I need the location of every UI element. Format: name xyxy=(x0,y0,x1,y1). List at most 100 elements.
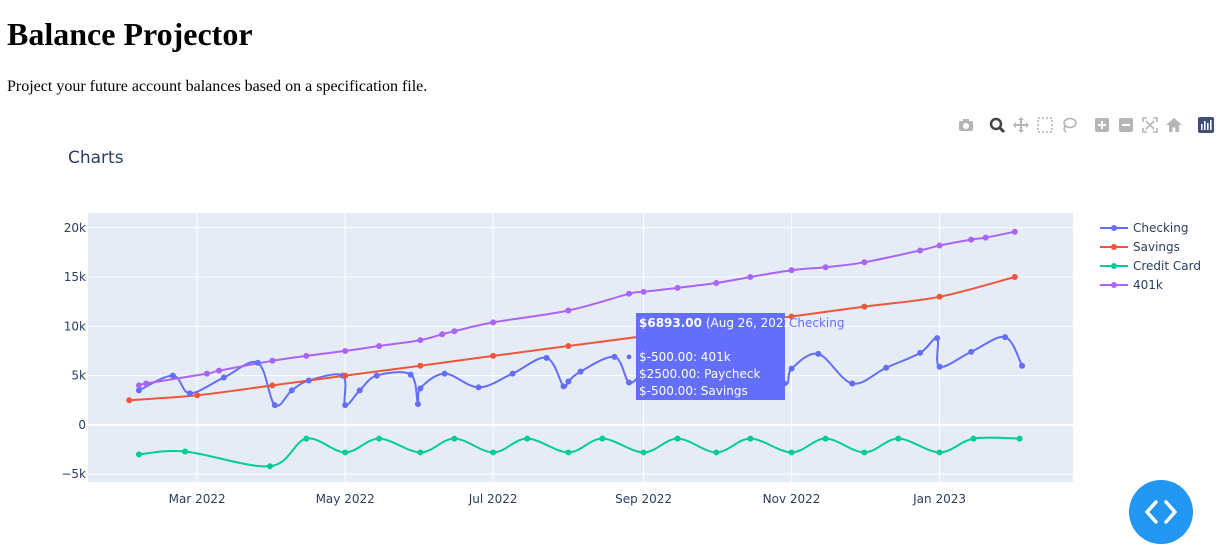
data-point-credit-card xyxy=(674,435,681,442)
hover-box xyxy=(636,313,785,400)
data-point-checking xyxy=(417,385,424,392)
data-point-checking xyxy=(342,402,349,409)
data-point-checking xyxy=(626,379,633,386)
y-tick-label: −5k xyxy=(61,467,86,481)
data-point-checking xyxy=(611,353,618,360)
data-point-savings xyxy=(1011,274,1018,281)
data-point-checking xyxy=(883,364,890,371)
data-point-401k xyxy=(861,259,868,266)
data-point-401k xyxy=(968,236,975,243)
data-point-checking xyxy=(577,368,584,375)
reset-axes-icon[interactable] xyxy=(1165,116,1183,134)
legend-item[interactable]: Credit Card xyxy=(1100,259,1201,273)
data-point-checking xyxy=(441,370,448,377)
legend-item[interactable]: Checking xyxy=(1100,221,1188,235)
plotly-logo-icon[interactable] xyxy=(1197,116,1215,134)
data-point-401k xyxy=(747,274,754,281)
zoom-out-icon[interactable] xyxy=(1117,116,1135,134)
legend-swatch-marker xyxy=(1111,225,1117,231)
data-point-credit-card xyxy=(861,449,868,456)
x-tick-label: Mar 2022 xyxy=(169,492,226,506)
hover-line: $-500.00: Savings xyxy=(639,384,748,398)
data-point-checking xyxy=(220,374,227,381)
data-point-401k xyxy=(342,347,349,354)
data-point-savings xyxy=(126,397,133,404)
hover-date: (Aug 26, 2022) xyxy=(702,316,796,330)
legend-swatch-marker xyxy=(1111,244,1117,250)
x-tick-label: Jan 2023 xyxy=(912,492,966,506)
autoscale-icon[interactable] xyxy=(1141,116,1159,134)
data-point-401k xyxy=(565,307,572,314)
data-point-checking xyxy=(560,383,567,390)
legend-label: 401k xyxy=(1133,278,1163,292)
zoom-in-icon[interactable] xyxy=(1093,116,1111,134)
hover-line: $-500.00: 401k xyxy=(639,350,731,364)
data-point-checking xyxy=(1019,362,1026,369)
hover-point xyxy=(625,353,633,361)
data-point-401k xyxy=(640,288,647,295)
chart-title: Charts xyxy=(68,148,124,168)
data-point-checking xyxy=(288,387,295,394)
data-point-checking xyxy=(788,365,795,372)
data-point-checking xyxy=(414,401,421,408)
x-tick-label: May 2022 xyxy=(316,492,375,506)
legend-label: Savings xyxy=(1133,240,1180,254)
data-point-401k xyxy=(982,234,989,241)
series-points xyxy=(126,228,1026,470)
plot-area[interactable] xyxy=(88,213,1073,482)
legend-swatch-marker xyxy=(1111,282,1117,288)
x-axis: Mar 2022 May 2022 Jul 2022 Sep 2022 Nov 2022… xyxy=(169,492,966,506)
data-point-credit-card xyxy=(822,435,829,442)
data-point-401k xyxy=(269,357,276,364)
data-point-credit-card xyxy=(376,435,383,442)
camera-icon[interactable] xyxy=(957,116,975,134)
box-select-icon[interactable] xyxy=(1036,116,1054,134)
data-point-401k xyxy=(1011,228,1018,235)
data-point-credit-card xyxy=(417,449,424,456)
data-point-checking xyxy=(169,372,176,379)
legend-item[interactable]: 401k xyxy=(1100,278,1163,292)
data-point-401k xyxy=(376,343,383,350)
data-point-401k xyxy=(713,279,720,286)
hover-series-name: Checking xyxy=(789,316,844,330)
data-point-savings xyxy=(269,382,276,389)
data-point-checking xyxy=(254,359,261,366)
data-point-401k xyxy=(490,319,497,326)
data-point-savings xyxy=(565,343,572,350)
data-point-401k xyxy=(451,328,458,335)
data-point-credit-card xyxy=(303,435,310,442)
data-point-401k xyxy=(788,267,795,274)
data-point-checking xyxy=(917,349,924,356)
data-point-credit-card xyxy=(524,435,531,442)
x-tick-label: Sep 2022 xyxy=(615,492,672,506)
data-point-checking xyxy=(849,380,856,387)
data-point-401k xyxy=(303,352,310,359)
line-chart: Charts Mar 2022 May 2022 Jul 2022 Sep 2022 N… xyxy=(61,148,1201,506)
series-line-401k xyxy=(137,230,1015,387)
data-point-401k xyxy=(135,382,142,389)
zoom-icon[interactable] xyxy=(988,116,1006,134)
lasso-icon[interactable] xyxy=(1060,116,1078,134)
data-point-credit-card xyxy=(895,435,902,442)
y-tick-label: 10k xyxy=(64,319,86,333)
data-point-credit-card xyxy=(342,449,349,456)
data-point-401k xyxy=(917,247,924,254)
data-point-savings xyxy=(194,392,201,399)
view-code-button[interactable] xyxy=(1129,480,1193,544)
data-point-401k xyxy=(203,370,210,377)
data-point-credit-card xyxy=(182,448,189,455)
pan-icon[interactable] xyxy=(1012,116,1030,134)
code-brackets-icon xyxy=(1145,500,1177,524)
data-point-savings xyxy=(417,362,424,369)
data-point-401k xyxy=(936,242,943,249)
data-point-credit-card xyxy=(788,449,795,456)
hover-line: $2500.00: Paycheck xyxy=(639,367,760,381)
legend-item[interactable]: Savings xyxy=(1100,240,1180,254)
y-tick-label: 20k xyxy=(64,221,86,235)
data-point-checking xyxy=(407,371,414,378)
data-point-checking xyxy=(475,384,482,391)
y-tick-label: 15k xyxy=(64,270,86,284)
data-point-credit-card xyxy=(713,449,720,456)
page-subtitle: Project your future account balances bas… xyxy=(7,78,428,95)
data-point-savings xyxy=(936,293,943,300)
